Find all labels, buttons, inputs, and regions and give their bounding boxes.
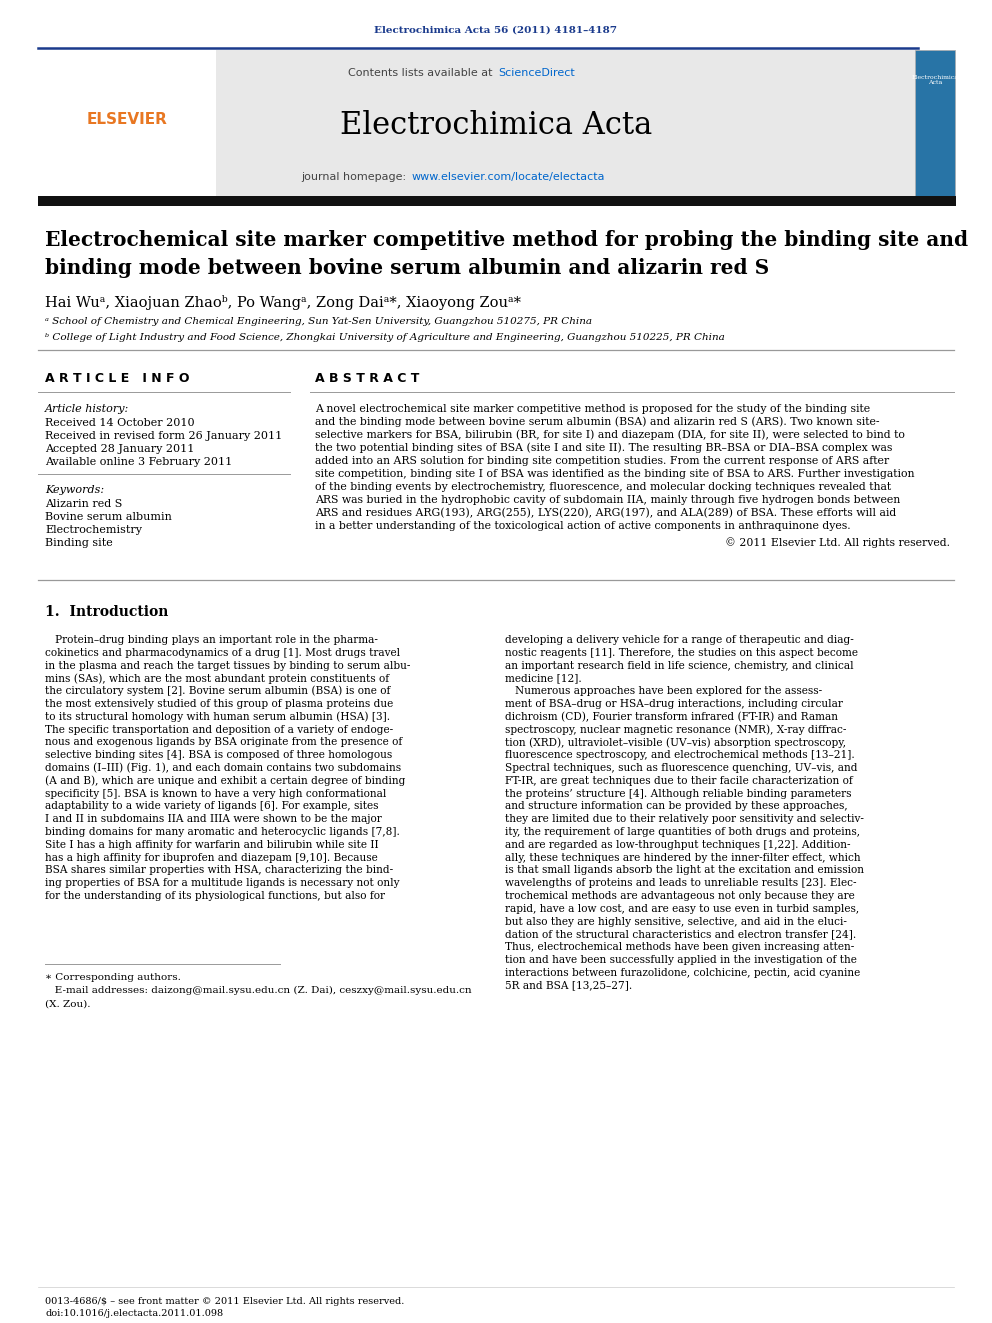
Text: Alizarin red S: Alizarin red S — [45, 499, 122, 509]
Text: nous and exogenous ligands by BSA originate from the presence of: nous and exogenous ligands by BSA origin… — [45, 737, 402, 747]
Text: Thus, electrochemical methods have been given increasing atten-: Thus, electrochemical methods have been … — [505, 942, 854, 953]
Text: 1.  Introduction: 1. Introduction — [45, 605, 169, 619]
Text: ᵃ School of Chemistry and Chemical Engineering, Sun Yat-Sen University, Guangzho: ᵃ School of Chemistry and Chemical Engin… — [45, 318, 592, 327]
Text: of the binding events by electrochemistry, fluorescence, and molecular docking t: of the binding events by electrochemistr… — [315, 482, 891, 492]
Text: (A and B), which are unique and exhibit a certain degree of binding: (A and B), which are unique and exhibit … — [45, 775, 406, 786]
Text: Electrochemistry: Electrochemistry — [45, 525, 142, 534]
Text: ∗ Corresponding authors.: ∗ Corresponding authors. — [45, 974, 181, 982]
Text: Contents lists available at: Contents lists available at — [348, 67, 496, 78]
Text: selective markers for BSA, bilirubin (BR, for site I) and diazepam (DIA, for sit: selective markers for BSA, bilirubin (BR… — [315, 430, 905, 441]
Text: cokinetics and pharmacodynamics of a drug [1]. Most drugs travel: cokinetics and pharmacodynamics of a dru… — [45, 648, 400, 658]
Text: Accepted 28 January 2011: Accepted 28 January 2011 — [45, 445, 194, 454]
Text: 0013-4686/$ – see front matter © 2011 Elsevier Ltd. All rights reserved.: 0013-4686/$ – see front matter © 2011 El… — [45, 1297, 405, 1306]
Text: Received 14 October 2010: Received 14 October 2010 — [45, 418, 194, 429]
Text: wavelengths of proteins and leads to unreliable results [23]. Elec-: wavelengths of proteins and leads to unr… — [505, 878, 856, 888]
Text: doi:10.1016/j.electacta.2011.01.098: doi:10.1016/j.electacta.2011.01.098 — [45, 1310, 223, 1319]
Text: A B S T R A C T: A B S T R A C T — [315, 372, 420, 385]
Text: Electrochimica Acta: Electrochimica Acta — [340, 110, 652, 140]
Text: selective binding sites [4]. BSA is composed of three homologous: selective binding sites [4]. BSA is comp… — [45, 750, 392, 761]
Text: tion and have been successfully applied in the investigation of the: tion and have been successfully applied … — [505, 955, 857, 964]
Bar — [915, 50, 955, 198]
Text: Received in revised form 26 January 2011: Received in revised form 26 January 2011 — [45, 431, 283, 441]
Text: tion (XRD), ultraviolet–visible (UV–vis) absorption spectroscopy,: tion (XRD), ultraviolet–visible (UV–vis)… — [505, 737, 846, 747]
Text: in a better understanding of the toxicological action of active components in an: in a better understanding of the toxicol… — [315, 521, 850, 531]
Text: Site I has a high affinity for warfarin and bilirubin while site II: Site I has a high affinity for warfarin … — [45, 840, 379, 849]
Text: the proteins’ structure [4]. Although reliable binding parameters: the proteins’ structure [4]. Although re… — [505, 789, 851, 799]
Text: specificity [5]. BSA is known to have a very high conformational: specificity [5]. BSA is known to have a … — [45, 789, 386, 799]
Text: Keywords:: Keywords: — [45, 486, 104, 495]
Text: rapid, have a low cost, and are easy to use even in turbid samples,: rapid, have a low cost, and are easy to … — [505, 904, 859, 914]
Bar — [38, 196, 956, 206]
Text: ment of BSA–drug or HSA–drug interactions, including circular: ment of BSA–drug or HSA–drug interaction… — [505, 699, 843, 709]
Text: ARS and residues ARG(193), ARG(255), LYS(220), ARG(197), and ALA(289) of BSA. Th: ARS and residues ARG(193), ARG(255), LYS… — [315, 508, 896, 519]
Text: trochemical methods are advantageous not only because they are: trochemical methods are advantageous not… — [505, 890, 855, 901]
Text: www.elsevier.com/locate/electacta: www.elsevier.com/locate/electacta — [412, 172, 605, 183]
Text: A R T I C L E   I N F O: A R T I C L E I N F O — [45, 372, 189, 385]
Text: Hai Wuᵃ, Xiaojuan Zhaoᵇ, Po Wangᵃ, Zong Daiᵃ*, Xiaoyong Zouᵃ*: Hai Wuᵃ, Xiaojuan Zhaoᵇ, Po Wangᵃ, Zong … — [45, 295, 521, 310]
Text: Electrochimica Acta 56 (2011) 4181–4187: Electrochimica Acta 56 (2011) 4181–4187 — [375, 25, 617, 34]
Text: 5R and BSA [13,25–27].: 5R and BSA [13,25–27]. — [505, 980, 632, 991]
Text: binding mode between bovine serum albumin and alizarin red S: binding mode between bovine serum albumi… — [45, 258, 769, 278]
Text: Protein–drug binding plays an important role in the pharma-: Protein–drug binding plays an important … — [45, 635, 378, 646]
Text: Numerous approaches have been explored for the assess-: Numerous approaches have been explored f… — [505, 687, 822, 696]
Text: has a high affinity for ibuprofen and diazepam [9,10]. Because: has a high affinity for ibuprofen and di… — [45, 852, 378, 863]
Bar — [38, 50, 216, 198]
Text: nostic reagents [11]. Therefore, the studies on this aspect become: nostic reagents [11]. Therefore, the stu… — [505, 648, 858, 658]
Text: Spectral techniques, such as fluorescence quenching, UV–vis, and: Spectral techniques, such as fluorescenc… — [505, 763, 857, 773]
Text: Bovine serum albumin: Bovine serum albumin — [45, 512, 172, 523]
Text: ally, these techniques are hindered by the inner-filter effect, which: ally, these techniques are hindered by t… — [505, 852, 861, 863]
Text: developing a delivery vehicle for a range of therapeutic and diag-: developing a delivery vehicle for a rang… — [505, 635, 854, 646]
Text: the most extensively studied of this group of plasma proteins due: the most extensively studied of this gro… — [45, 699, 393, 709]
Text: ELSEVIER: ELSEVIER — [86, 112, 168, 127]
Text: ARS was buried in the hydrophobic cavity of subdomain IIA, mainly through five h: ARS was buried in the hydrophobic cavity… — [315, 495, 901, 505]
Text: FT-IR, are great techniques due to their facile characterization of: FT-IR, are great techniques due to their… — [505, 775, 853, 786]
Text: ity, the requirement of large quantities of both drugs and proteins,: ity, the requirement of large quantities… — [505, 827, 860, 837]
Text: ᵇ College of Light Industry and Food Science, Zhongkai University of Agriculture: ᵇ College of Light Industry and Food Sci… — [45, 332, 725, 341]
Text: an important research field in life science, chemistry, and clinical: an important research field in life scie… — [505, 660, 854, 671]
Text: the circulatory system [2]. Bovine serum albumin (BSA) is one of: the circulatory system [2]. Bovine serum… — [45, 685, 391, 696]
Text: and are regarded as low-throughput techniques [1,22]. Addition-: and are regarded as low-throughput techn… — [505, 840, 850, 849]
Text: interactions between furazolidone, colchicine, pectin, acid cyanine: interactions between furazolidone, colch… — [505, 968, 860, 978]
Text: to its structural homology with human serum albumin (HSA) [3].: to its structural homology with human se… — [45, 712, 390, 722]
Text: journal homepage:: journal homepage: — [302, 172, 410, 183]
Text: is that small ligands absorb the light at the excitation and emission: is that small ligands absorb the light a… — [505, 865, 864, 876]
Text: mins (SAs), which are the most abundant protein constituents of: mins (SAs), which are the most abundant … — [45, 673, 389, 684]
Text: and the binding mode between bovine serum albumin (BSA) and alizarin red S (ARS): and the binding mode between bovine seru… — [315, 417, 880, 427]
Text: The specific transportation and deposition of a variety of endoge-: The specific transportation and depositi… — [45, 725, 393, 734]
Text: dation of the structural characteristics and electron transfer [24].: dation of the structural characteristics… — [505, 929, 856, 939]
Text: Electrochimica
Acta: Electrochimica Acta — [912, 74, 958, 86]
Text: E-mail addresses: daizong@mail.sysu.edu.cn (Z. Dai), ceszxy@mail.sysu.edu.cn: E-mail addresses: daizong@mail.sysu.edu.… — [45, 986, 471, 995]
Text: domains (I–III) (Fig. 1), and each domain contains two subdomains: domains (I–III) (Fig. 1), and each domai… — [45, 763, 401, 773]
Text: A novel electrochemical site marker competitive method is proposed for the study: A novel electrochemical site marker comp… — [315, 404, 870, 414]
Text: Available online 3 February 2011: Available online 3 February 2011 — [45, 456, 232, 467]
Text: medicine [12].: medicine [12]. — [505, 673, 581, 684]
Text: the two potential binding sites of BSA (site I and site II). The resulting BR–BS: the two potential binding sites of BSA (… — [315, 443, 893, 454]
Text: spectroscopy, nuclear magnetic resonance (NMR), X-ray diffrac-: spectroscopy, nuclear magnetic resonance… — [505, 724, 846, 734]
Text: adaptability to a wide variety of ligands [6]. For example, sites: adaptability to a wide variety of ligand… — [45, 802, 379, 811]
Text: site competition, binding site I of BSA was identified as the binding site of BS: site competition, binding site I of BSA … — [315, 468, 915, 479]
Text: I and II in subdomains IIA and IIIA were shown to be the major: I and II in subdomains IIA and IIIA were… — [45, 814, 382, 824]
Text: and structure information can be provided by these approaches,: and structure information can be provide… — [505, 802, 847, 811]
Text: they are limited due to their relatively poor sensitivity and selectiv-: they are limited due to their relatively… — [505, 814, 864, 824]
Text: (X. Zou).: (X. Zou). — [45, 999, 90, 1008]
Text: Article history:: Article history: — [45, 404, 129, 414]
Text: BSA shares similar properties with HSA, characterizing the bind-: BSA shares similar properties with HSA, … — [45, 865, 393, 876]
Text: dichroism (CD), Fourier transform infrared (FT-IR) and Raman: dichroism (CD), Fourier transform infrar… — [505, 712, 838, 722]
Bar — [215, 50, 915, 198]
Text: fluorescence spectroscopy, and electrochemical methods [13–21].: fluorescence spectroscopy, and electroch… — [505, 750, 855, 761]
Text: Electrochemical site marker competitive method for probing the binding site and: Electrochemical site marker competitive … — [45, 230, 968, 250]
Text: but also they are highly sensitive, selective, and aid in the eluci-: but also they are highly sensitive, sele… — [505, 917, 847, 926]
Text: binding domains for many aromatic and heterocyclic ligands [7,8].: binding domains for many aromatic and he… — [45, 827, 400, 837]
Text: ing properties of BSA for a multitude ligands is necessary not only: ing properties of BSA for a multitude li… — [45, 878, 400, 888]
Text: in the plasma and reach the target tissues by binding to serum albu-: in the plasma and reach the target tissu… — [45, 660, 411, 671]
Text: © 2011 Elsevier Ltd. All rights reserved.: © 2011 Elsevier Ltd. All rights reserved… — [725, 537, 950, 549]
Text: Binding site: Binding site — [45, 538, 113, 548]
Text: ScienceDirect: ScienceDirect — [498, 67, 574, 78]
Text: for the understanding of its physiological functions, but also for: for the understanding of its physiologic… — [45, 890, 385, 901]
Text: added into an ARS solution for binding site competition studies. From the curren: added into an ARS solution for binding s… — [315, 456, 889, 466]
